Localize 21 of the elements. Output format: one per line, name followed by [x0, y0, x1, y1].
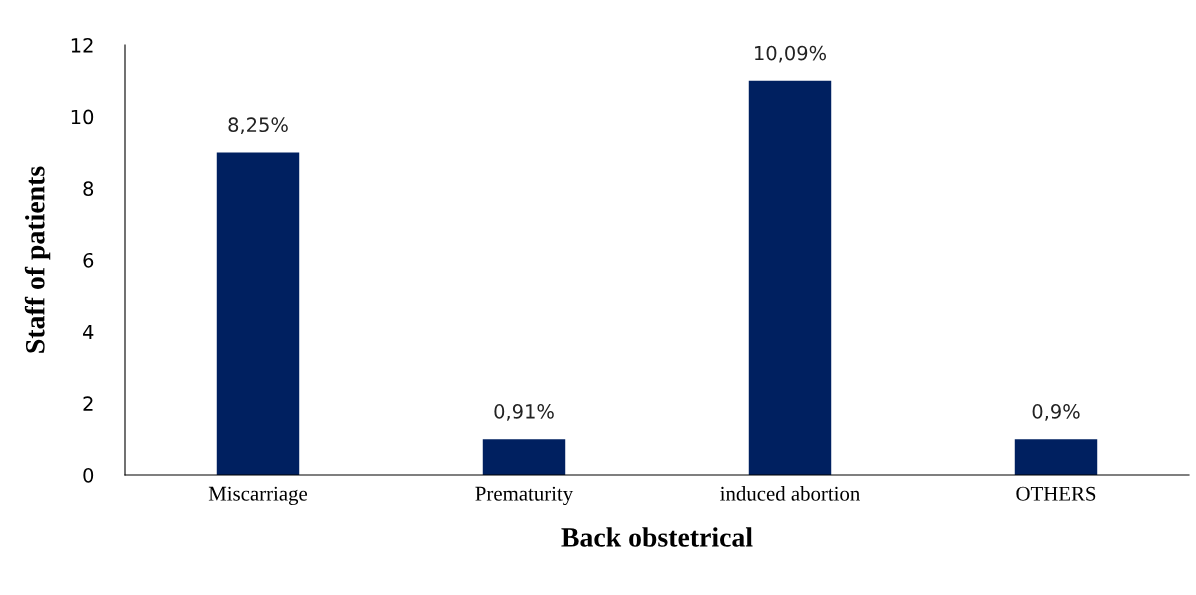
- y-tick-label: 10: [71, 109, 94, 125]
- annotation: 10,09%: [755, 45, 826, 63]
- annotation: 0,91%: [494, 404, 554, 421]
- x-tick-label: OTHERS: [1016, 486, 1096, 501]
- y-tick-label: 12: [71, 37, 93, 53]
- y-axis-title: Staff of patients: [24, 166, 51, 353]
- y-tick-label: 8: [83, 181, 94, 196]
- x-tick-label: Miscarriage: [208, 486, 308, 505]
- x-tick-label: Prematurity: [475, 486, 574, 505]
- y-tick-label: 4: [83, 324, 94, 340]
- x-tick-label: induced abortion: [720, 486, 860, 501]
- y-tick-label: 0: [83, 467, 94, 483]
- bar: [748, 80, 832, 475]
- x-axis-title: Back obstetrical: [561, 527, 753, 547]
- y-tick-label: 6: [83, 252, 94, 268]
- y-tick-label: 2: [83, 396, 93, 411]
- bar: [1014, 439, 1098, 475]
- bar: [482, 439, 566, 475]
- bar: [216, 152, 300, 475]
- annotation: 0,9%: [1032, 404, 1080, 421]
- annotation: 8,25%: [228, 117, 288, 135]
